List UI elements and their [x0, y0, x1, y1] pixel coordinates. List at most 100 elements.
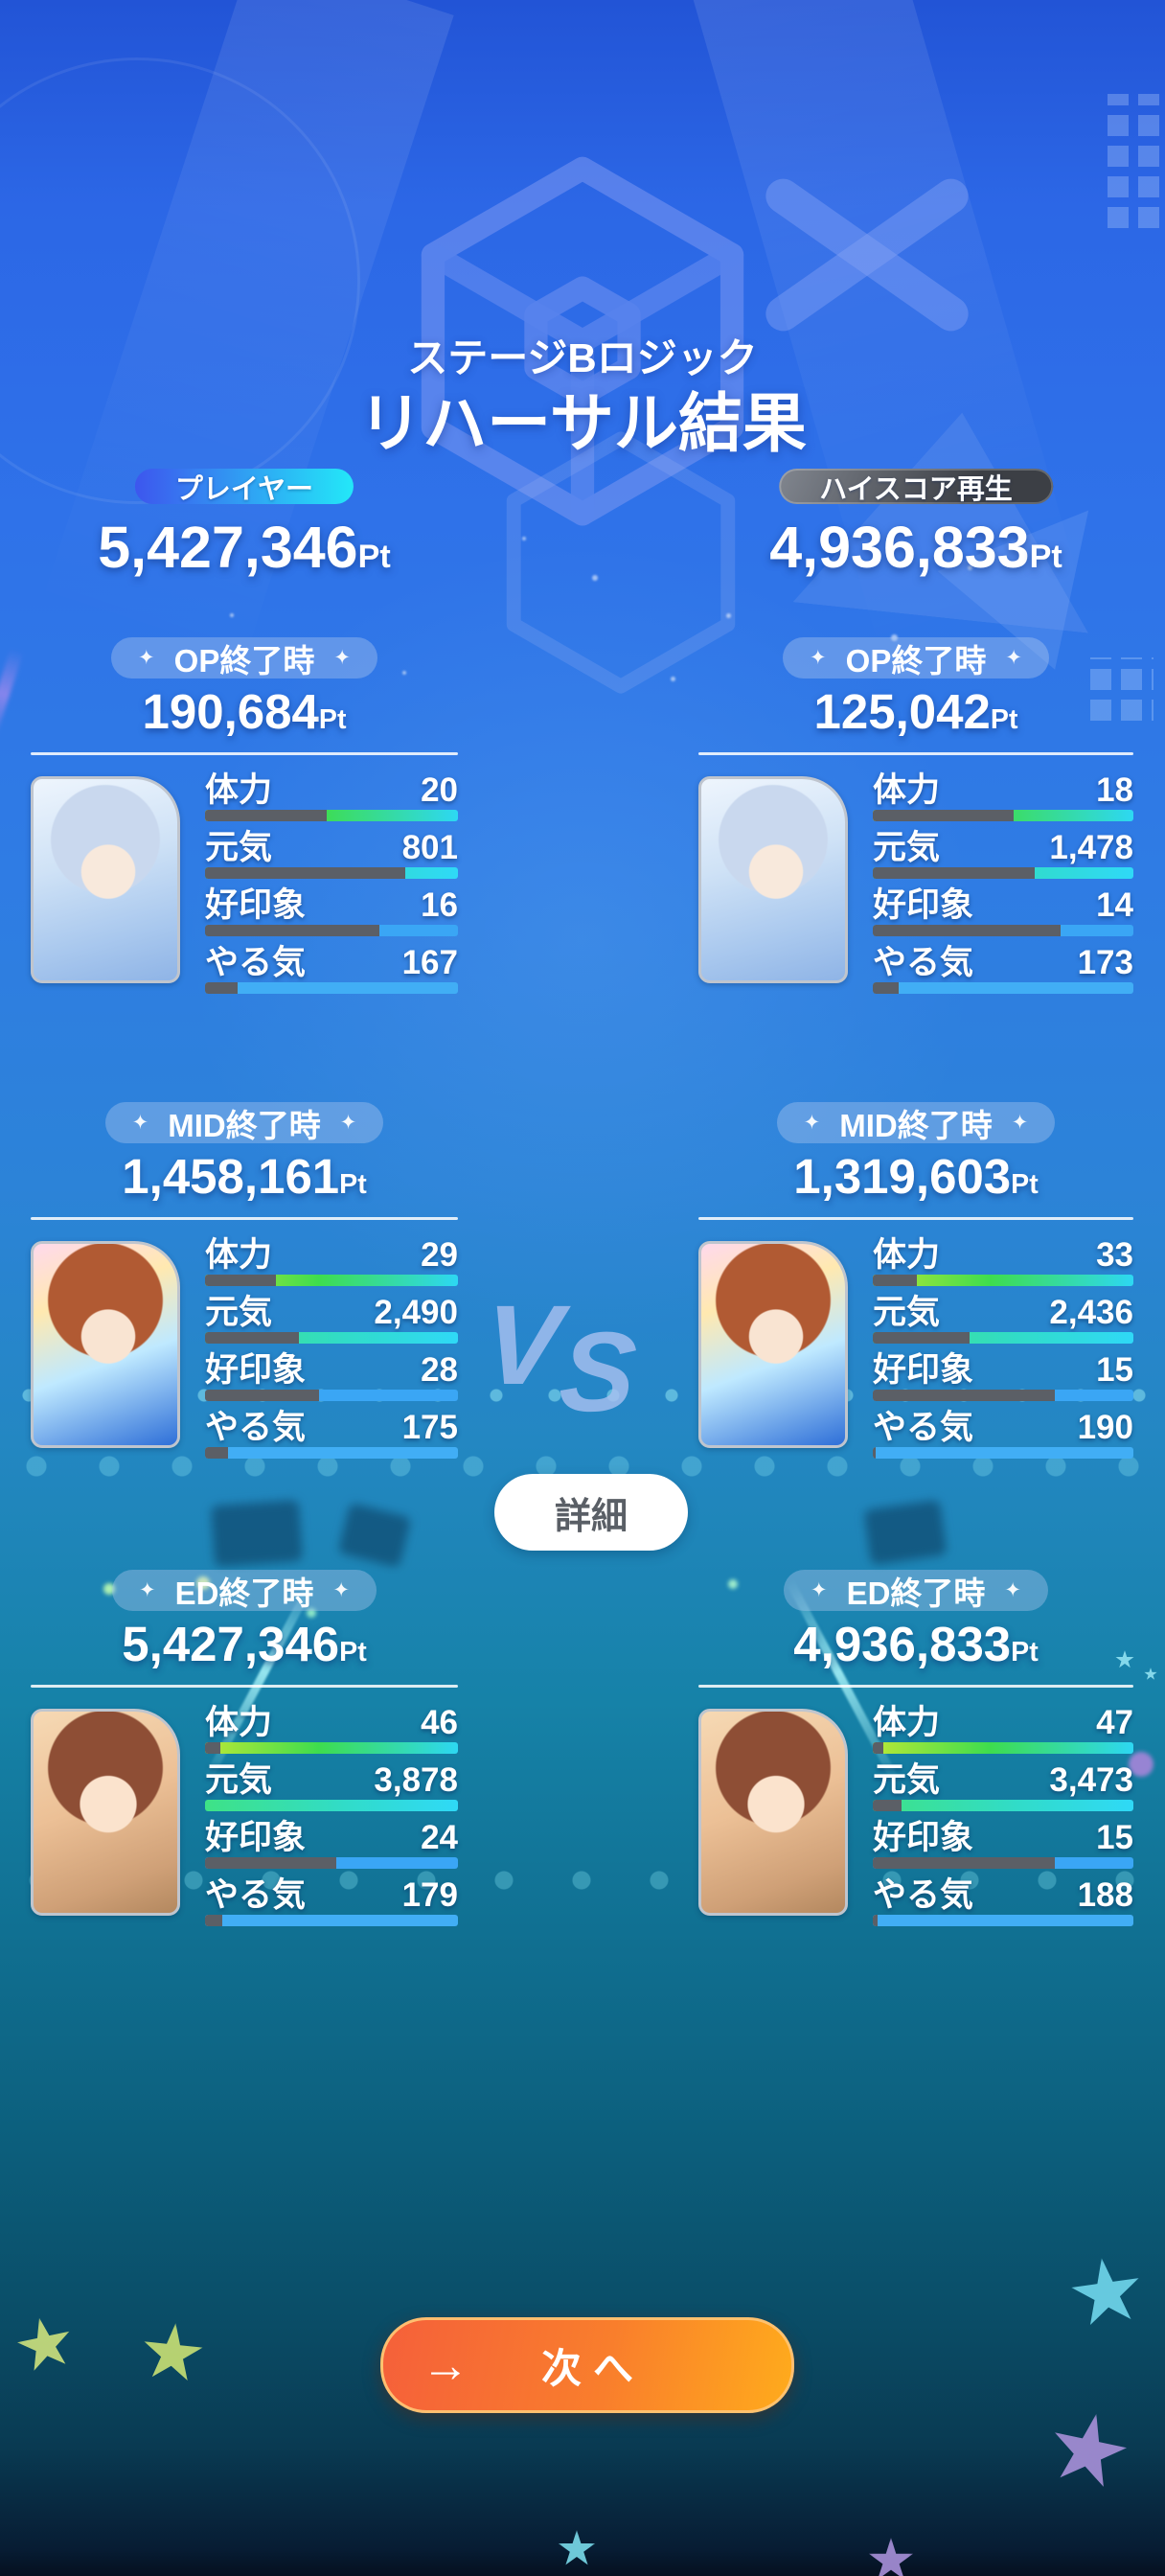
stat-label: 体力	[873, 771, 941, 809]
idol-portrait	[31, 1241, 180, 1448]
next-button-label: 次へ	[540, 2345, 645, 2391]
stat-bar	[873, 867, 1133, 879]
stat-row: 体力 29	[205, 1238, 458, 1286]
stat-bar-track	[873, 1915, 879, 1926]
stat-bar-track	[205, 1447, 228, 1459]
stat-value: 167	[401, 944, 458, 981]
stat-value: 2,490	[374, 1294, 458, 1331]
stat-value: 188	[1077, 1876, 1133, 1914]
stat-list: 体力 29 元気 2,490 好印象 28 やる気 175	[205, 1238, 458, 1468]
phase-score: 1,319,603Pt	[698, 1148, 1133, 1205]
pt-unit: Pt	[357, 539, 391, 575]
stat-value: 24	[421, 1819, 458, 1856]
stat-value: 175	[401, 1409, 458, 1446]
green-glint	[196, 1576, 210, 1590]
stat-bar	[205, 1915, 458, 1926]
stat-bar-track	[205, 867, 405, 879]
vs-label: VS	[480, 1280, 644, 1436]
stat-bar-track	[873, 1447, 876, 1459]
stat-row: 元気 3,473	[873, 1763, 1133, 1811]
stat-bar	[205, 867, 458, 879]
phase-header-label: MID終了時	[168, 1107, 321, 1143]
idol-portrait	[698, 1709, 848, 1916]
stat-bar-track	[873, 1390, 1056, 1401]
stat-label: 元気	[873, 1761, 941, 1799]
highscore-total-score: 4,936,833Pt	[698, 514, 1133, 581]
idol-portrait	[698, 1241, 848, 1448]
stat-label: 元気	[205, 829, 273, 866]
phase-panel-op: ✦ OP終了時 ✦ 190,684Pt 体力 20 元気 801	[31, 637, 458, 1003]
total-score-value: 4,936,833	[769, 515, 1030, 580]
stat-bar-track	[873, 1332, 970, 1344]
stat-bar	[205, 1857, 458, 1869]
stat-bar	[873, 1915, 1133, 1926]
sparkle-dot	[230, 613, 234, 617]
square-grid-decoration	[1108, 94, 1165, 228]
stage-logic-subtitle: ステージBロジック	[407, 335, 758, 380]
stat-bar-track	[873, 867, 1035, 879]
stat-label: 好印象	[205, 1819, 307, 1856]
phase-content: 体力 20 元気 801 好印象 16 やる気 167	[31, 773, 458, 1003]
stat-list: 体力 46 元気 3,878 好印象 24 やる気 179	[205, 1706, 458, 1936]
phase-score: 1,458,161Pt	[31, 1148, 458, 1205]
stat-bar	[873, 1390, 1133, 1401]
purple-bokeh	[1129, 1752, 1154, 1777]
stat-bar-track	[205, 1275, 276, 1286]
stat-row: 体力 33	[873, 1238, 1133, 1286]
stat-value: 20	[421, 771, 458, 809]
stat-value: 28	[421, 1351, 458, 1389]
bokeh-lights-row	[0, 1836, 1165, 1924]
total-score-value: 5,427,346	[98, 515, 358, 580]
stat-label: やる気	[873, 1409, 974, 1446]
phase-score: 4,936,833Pt	[698, 1616, 1133, 1672]
highscore-badge: ハイスコア再生	[779, 469, 1053, 505]
phase-score: 125,042Pt	[698, 683, 1133, 740]
stat-label: 元気	[205, 1294, 273, 1331]
sparkle-icon: ✦	[333, 647, 351, 669]
stat-row: 好印象 28	[205, 1353, 458, 1401]
stat-label: やる気	[205, 1409, 307, 1446]
stat-row: やる気 173	[873, 946, 1133, 994]
stat-value: 46	[421, 1704, 458, 1741]
stat-bar	[873, 1332, 1133, 1344]
divider	[31, 752, 458, 755]
stat-bar	[873, 982, 1133, 994]
next-button[interactable]: → 次へ	[380, 2317, 794, 2413]
stat-value: 33	[1096, 1236, 1133, 1274]
stat-bar-track	[873, 1275, 918, 1286]
stat-row: 体力 20	[205, 773, 458, 821]
phase-header-label: OP終了時	[845, 642, 987, 678]
stat-label: 体力	[205, 1236, 273, 1274]
phase-header-pill: ✦ OP終了時 ✦	[783, 637, 1049, 678]
detail-button[interactable]: 詳細	[494, 1474, 688, 1551]
stat-value: 29	[421, 1236, 458, 1274]
sparkle-icon: ✦	[131, 1112, 149, 1134]
stat-label: 好印象	[205, 1351, 307, 1389]
green-glint	[103, 1583, 115, 1595]
stat-bar	[873, 925, 1133, 936]
phase-score-value: 1,319,603	[793, 1149, 1012, 1204]
phase-score-value: 4,936,833	[793, 1617, 1012, 1671]
stat-bar-track	[205, 810, 327, 821]
stat-row: 体力 47	[873, 1706, 1133, 1754]
stat-label: 体力	[873, 1704, 941, 1741]
sparkle-dot	[726, 613, 731, 618]
sparkle-dot	[592, 575, 598, 581]
phase-score-value: 125,042	[813, 684, 991, 739]
pt-unit: Pt	[1011, 1169, 1039, 1200]
sparkle-icon: ✦	[803, 1112, 821, 1134]
stat-list: 体力 47 元気 3,473 好印象 15 やる気 188	[873, 1706, 1133, 1936]
stat-bar-track	[205, 1915, 223, 1926]
sparkle-dot	[522, 537, 526, 540]
stat-label: 元気	[205, 1761, 273, 1799]
pt-unit: Pt	[339, 1637, 367, 1668]
vs-v: V	[480, 1282, 567, 1409]
stat-value: 14	[1096, 886, 1133, 924]
stat-bar-track	[873, 1800, 902, 1811]
sparkle-dot	[402, 671, 406, 675]
stat-label: 元気	[873, 1294, 941, 1331]
player-badge: プレイヤー	[134, 469, 354, 505]
stat-bar	[205, 982, 458, 994]
stat-bar	[205, 1800, 458, 1811]
